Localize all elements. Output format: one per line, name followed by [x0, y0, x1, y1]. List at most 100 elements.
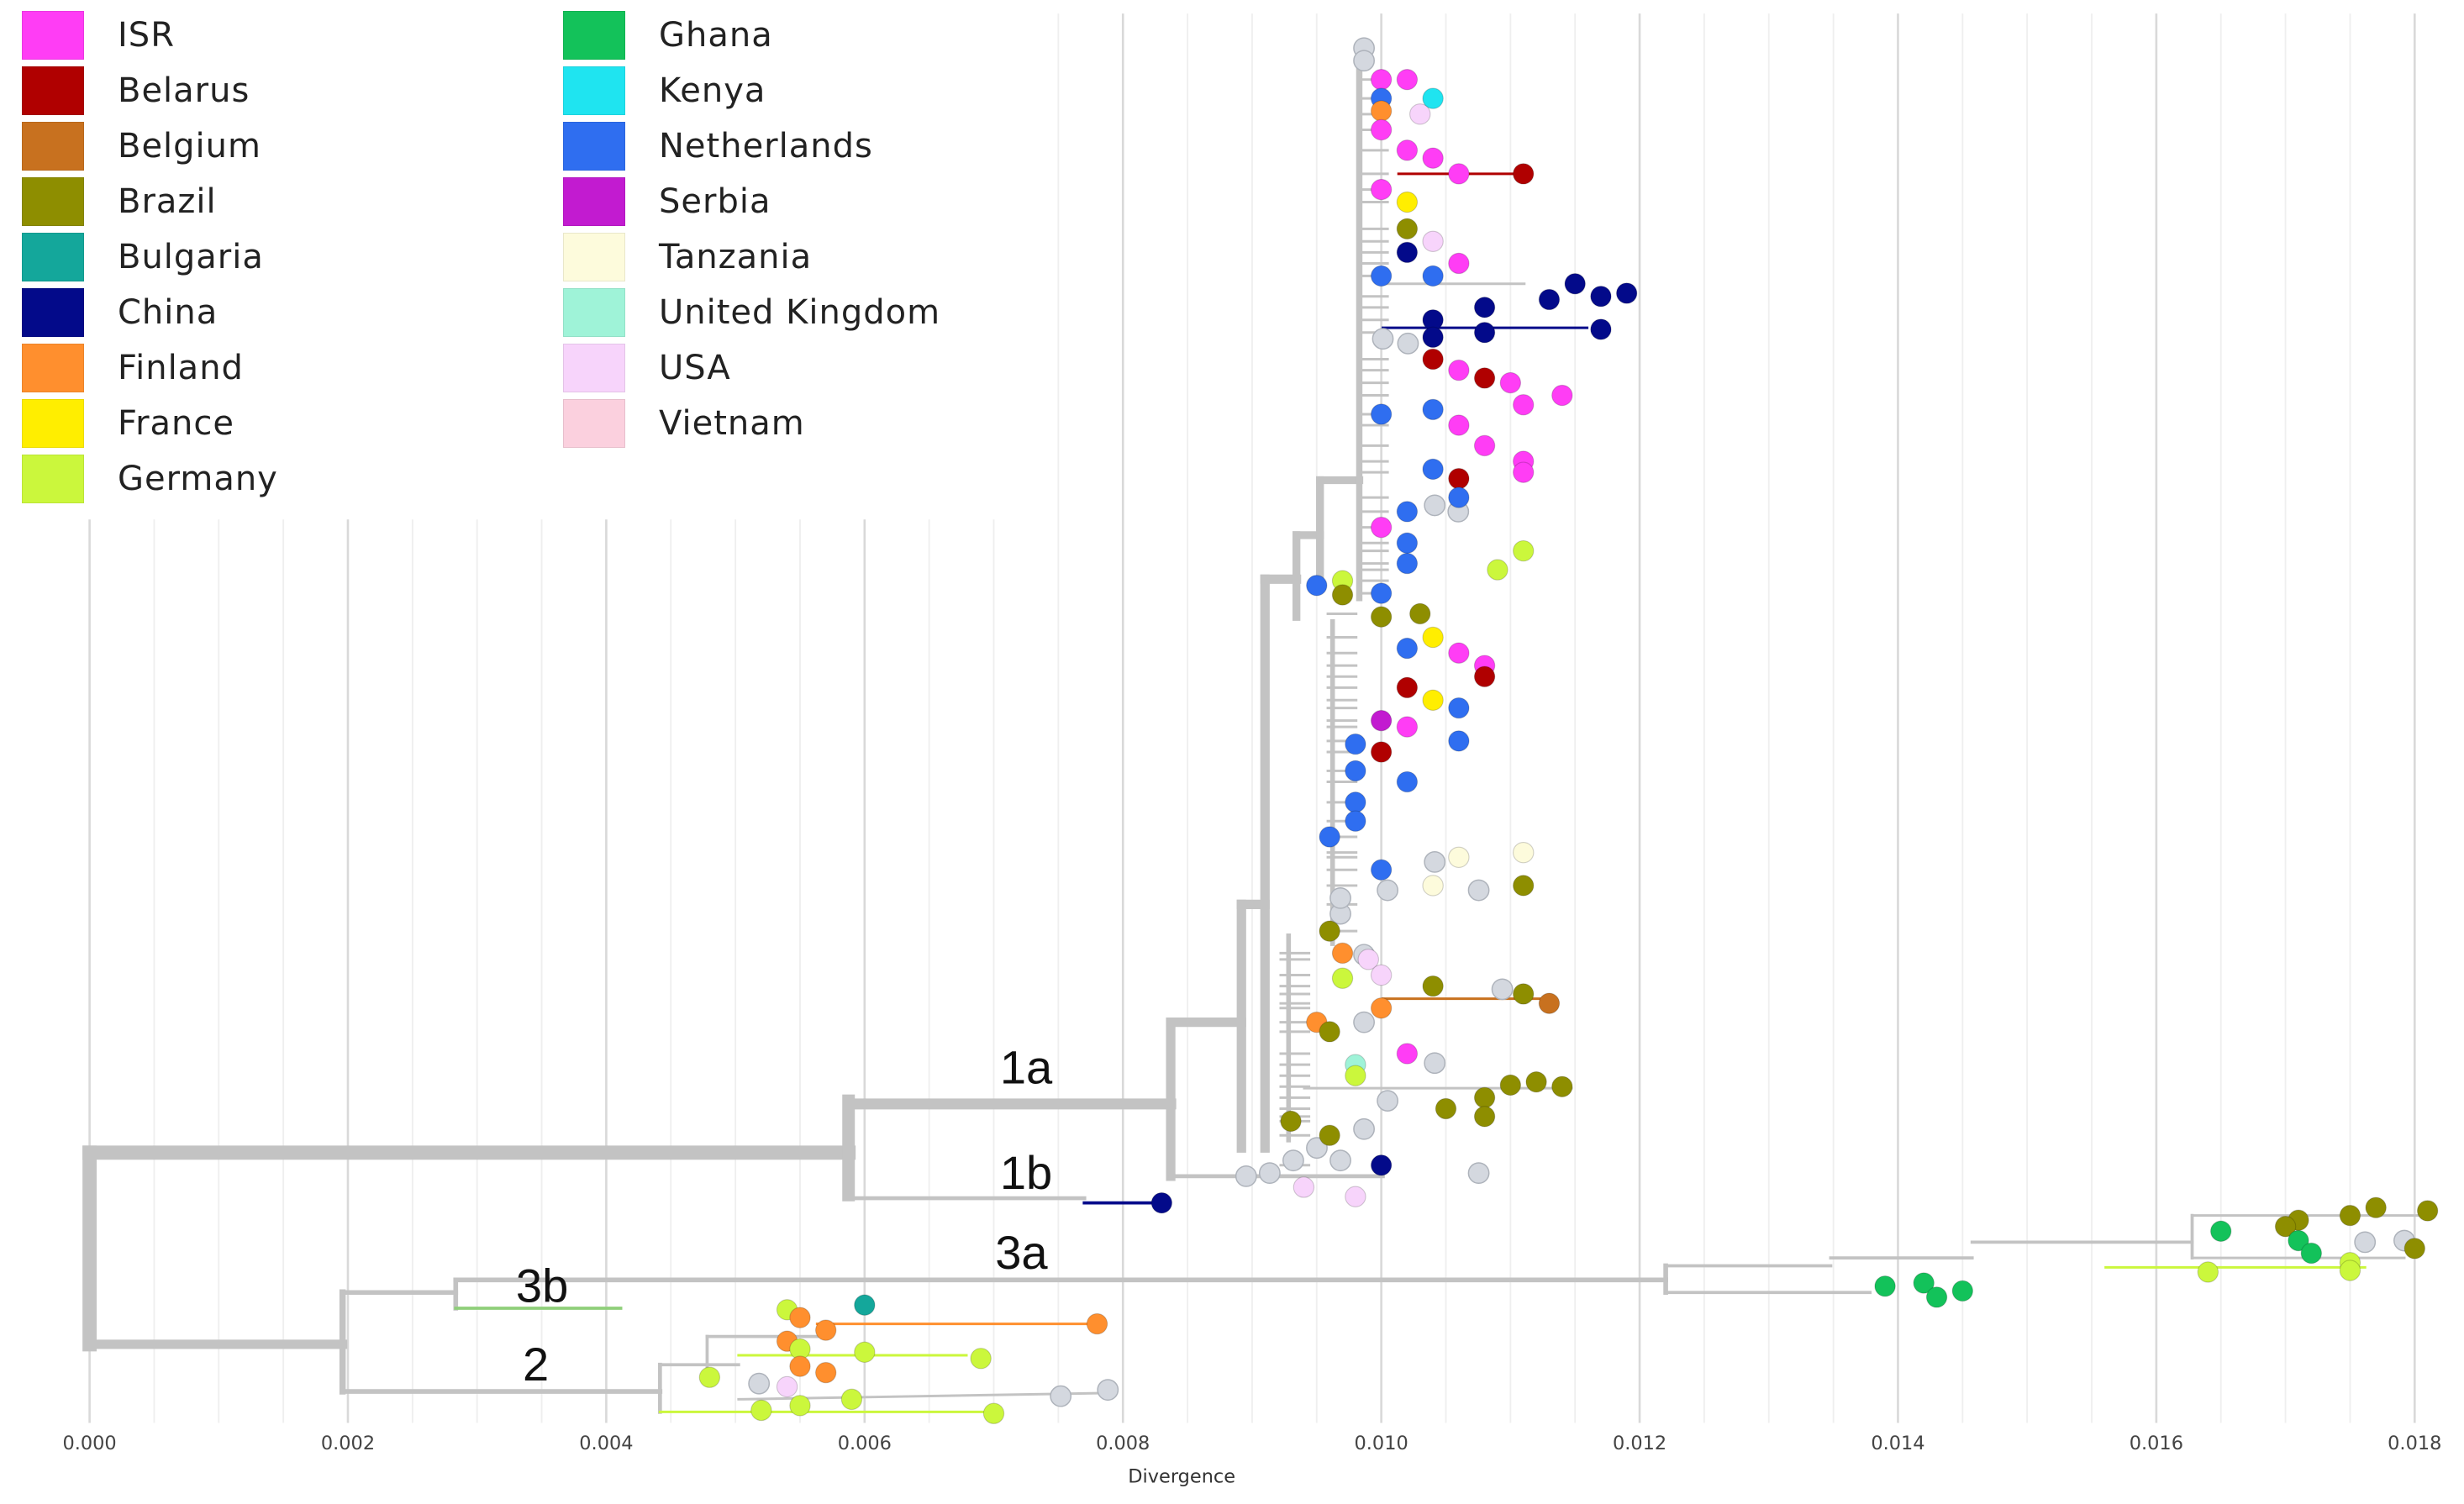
- tip-point-unassigned: [1353, 1011, 1375, 1033]
- tip-point: [776, 1375, 798, 1398]
- legend-item: Bulgaria: [22, 232, 264, 282]
- tip-point: [1874, 1275, 1896, 1297]
- tip-point-unassigned: [2354, 1231, 2377, 1254]
- tip-point: [1370, 964, 1393, 986]
- tip-point: [2210, 1220, 2232, 1243]
- tip-point: [1551, 1075, 1573, 1098]
- tip-point-unassigned: [1372, 328, 1394, 350]
- tip-point: [814, 1361, 837, 1384]
- clade-label: 3b: [516, 1259, 568, 1312]
- tip-point: [1396, 218, 1419, 240]
- tip-point: [1396, 191, 1419, 213]
- tip-point-unassigned: [1424, 850, 1446, 873]
- tip-point: [1370, 709, 1393, 732]
- tip-point: [1422, 230, 1444, 252]
- tip-point: [1370, 1154, 1393, 1176]
- legend-label: ISR: [118, 16, 175, 55]
- x-tick-label: 0.018: [2388, 1433, 2441, 1454]
- legend-swatch: [563, 288, 625, 337]
- tip-point-unassigned: [1097, 1379, 1119, 1401]
- tip-point: [750, 1399, 772, 1422]
- tip-point: [1345, 791, 1366, 813]
- legend-swatch: [563, 399, 625, 448]
- tip-point: [1396, 770, 1419, 793]
- legend-item: China: [22, 287, 218, 338]
- legend-swatch: [563, 233, 625, 281]
- x-tick-label: 0.014: [1871, 1433, 1924, 1454]
- tip-point: [1422, 689, 1444, 712]
- tip-point: [1513, 163, 1535, 185]
- legend-label: China: [118, 293, 218, 332]
- tip-point: [1499, 371, 1522, 394]
- legend-label: Serbia: [659, 182, 771, 221]
- tip-point: [1345, 760, 1366, 782]
- tip-point: [814, 1319, 837, 1341]
- tip-point: [1319, 1021, 1340, 1043]
- legend-swatch: [563, 344, 625, 392]
- legend-item: Netherlands: [563, 121, 873, 171]
- x-tick-label: 0.000: [62, 1433, 116, 1454]
- tip-point: [854, 1341, 876, 1364]
- tip-point: [789, 1395, 811, 1417]
- legend-swatch: [563, 66, 625, 115]
- tip-point: [1396, 1043, 1419, 1065]
- tip-point: [970, 1348, 992, 1370]
- legend-item: Ghana: [563, 10, 773, 60]
- tip-point: [1409, 103, 1431, 125]
- tip-point: [1473, 434, 1496, 457]
- tip-point: [1473, 1086, 1496, 1109]
- tip-point: [1150, 1191, 1173, 1214]
- tip-point: [1370, 997, 1393, 1019]
- clade-label: 1b: [1000, 1146, 1052, 1199]
- tip-point: [1435, 1097, 1457, 1120]
- legend-swatch: [22, 233, 84, 281]
- tip-point: [1590, 286, 1612, 308]
- tip-point: [1448, 414, 1470, 436]
- tip-point: [1357, 949, 1379, 970]
- legend-label: Ghana: [659, 16, 773, 55]
- tip-point: [854, 1294, 876, 1316]
- legend-item: Vietnam: [563, 398, 805, 449]
- legend-label: France: [118, 404, 235, 443]
- tip-point: [789, 1307, 811, 1328]
- tip-point: [1345, 1065, 1366, 1086]
- tip-point: [1396, 139, 1419, 161]
- legend-swatch: [22, 455, 84, 503]
- tip-point: [1473, 322, 1496, 344]
- legend-item: Belarus: [22, 66, 250, 116]
- tip-point: [1370, 859, 1393, 881]
- tip-point: [1422, 626, 1444, 649]
- legend-label: Tanzania: [659, 238, 813, 276]
- legend-item: France: [22, 398, 234, 449]
- tip-point: [2365, 1196, 2387, 1218]
- tip-point: [1551, 384, 1573, 407]
- tip-point: [1538, 992, 1561, 1014]
- legend-label: Bulgaria: [118, 238, 264, 276]
- legend-label: Kenya: [659, 71, 766, 110]
- legend: ISR Belarus Belgium Brazil Bulgaria China Finl…: [0, 10, 1008, 523]
- x-tick-label: 0.016: [2130, 1433, 2183, 1454]
- clade-label: 1a: [1000, 1041, 1053, 1094]
- tip-point: [1370, 118, 1393, 141]
- tip-point-unassigned: [1424, 494, 1446, 517]
- tip-point: [2274, 1215, 2297, 1238]
- tip-point: [1499, 1074, 1522, 1096]
- tip-point-unassigned: [1397, 332, 1419, 355]
- tip-point: [1319, 826, 1340, 848]
- tip-point: [2300, 1242, 2323, 1265]
- legend-item: Finland: [22, 343, 244, 393]
- tip-point: [1370, 100, 1393, 122]
- tip-point: [1422, 975, 1444, 997]
- legend-label: Netherlands: [659, 127, 873, 166]
- tip-point-unassigned: [1329, 886, 1351, 909]
- legend-label: Vietnam: [659, 404, 805, 443]
- tip-point: [1306, 575, 1328, 597]
- tip-point: [1345, 810, 1366, 832]
- tip-point: [789, 1355, 811, 1377]
- legend-label: United Kingdom: [659, 293, 941, 332]
- clade-label: 2: [523, 1338, 549, 1391]
- tip-point: [1513, 394, 1535, 416]
- tip-point: [1448, 486, 1470, 508]
- tip-point: [1513, 983, 1535, 1005]
- tip-point: [1590, 318, 1612, 340]
